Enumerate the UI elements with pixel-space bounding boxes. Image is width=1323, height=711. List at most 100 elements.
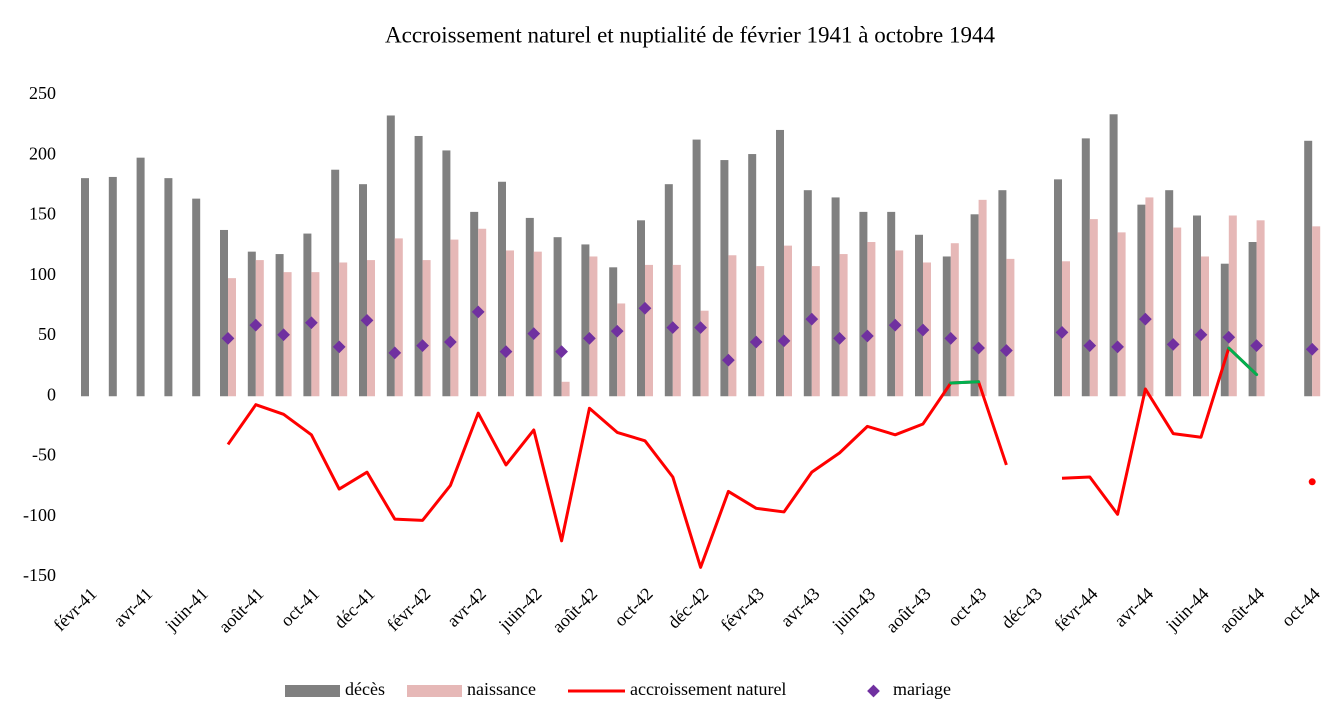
bar bbox=[108, 176, 117, 397]
y-tick-label: -50 bbox=[32, 445, 56, 465]
bar bbox=[1006, 258, 1015, 397]
line bbox=[1061, 346, 1258, 516]
bar bbox=[331, 169, 340, 397]
bar bbox=[692, 139, 701, 397]
x-tick-label: juin-44 bbox=[1161, 584, 1213, 636]
x-tick-label: déc-41 bbox=[330, 584, 379, 633]
y-tick-label: 0 bbox=[47, 384, 56, 404]
y-tick-label: 50 bbox=[38, 324, 56, 344]
bar bbox=[414, 135, 423, 397]
bar bbox=[498, 181, 506, 397]
bar bbox=[164, 178, 173, 397]
y-tick-label: -100 bbox=[23, 505, 56, 525]
legend-label: décès bbox=[345, 679, 385, 699]
bar bbox=[617, 303, 626, 397]
x-tick-label: juin-41 bbox=[160, 584, 212, 636]
x-tick-label: août-44 bbox=[1215, 584, 1268, 637]
bar bbox=[887, 211, 896, 397]
line-positive-segment bbox=[949, 380, 981, 385]
y-tick-label: -150 bbox=[23, 565, 56, 585]
x-tick-label: avr-42 bbox=[443, 584, 490, 631]
bar bbox=[1228, 215, 1237, 397]
x-tick-label: avr-44 bbox=[1110, 584, 1157, 631]
bar bbox=[311, 272, 320, 397]
y-tick-label: 100 bbox=[29, 264, 56, 284]
bar bbox=[978, 199, 987, 397]
bar bbox=[1054, 179, 1062, 397]
bar bbox=[664, 184, 673, 397]
bar bbox=[1173, 227, 1182, 397]
marker bbox=[305, 316, 318, 330]
legend-label: naissance bbox=[467, 679, 536, 699]
x-tick-label: déc-42 bbox=[664, 584, 713, 633]
y-tick-label: 200 bbox=[29, 143, 56, 163]
marker bbox=[416, 339, 429, 353]
bar bbox=[1201, 256, 1209, 397]
bar bbox=[803, 190, 812, 397]
bar bbox=[136, 157, 145, 397]
x-tick-label: août-41 bbox=[215, 584, 268, 637]
marker bbox=[332, 340, 346, 354]
bar bbox=[1081, 138, 1090, 397]
chart-title: Accroissement naturel et nuptialité de f… bbox=[385, 22, 995, 47]
x-tick-label: févr-44 bbox=[1050, 584, 1101, 635]
bar bbox=[1089, 219, 1098, 397]
bar bbox=[450, 239, 459, 397]
bar bbox=[339, 262, 348, 397]
bar bbox=[470, 211, 479, 397]
bar bbox=[581, 244, 590, 397]
bar bbox=[950, 243, 959, 397]
bar bbox=[506, 250, 514, 397]
bar bbox=[672, 264, 681, 397]
bar bbox=[1145, 197, 1154, 397]
bar bbox=[442, 150, 451, 397]
bar bbox=[81, 178, 89, 397]
legend-swatch bbox=[285, 685, 340, 697]
marker bbox=[444, 335, 457, 349]
x-tick-label: déc-43 bbox=[997, 584, 1046, 633]
bar bbox=[1137, 204, 1146, 397]
bar bbox=[756, 266, 765, 397]
bar bbox=[942, 256, 951, 397]
bar bbox=[367, 260, 375, 397]
y-tick-label: 250 bbox=[29, 83, 56, 103]
bar bbox=[1220, 263, 1229, 397]
bar bbox=[1193, 215, 1201, 397]
x-tick-label: août-42 bbox=[548, 584, 601, 637]
bar bbox=[1248, 242, 1257, 397]
bar bbox=[915, 234, 923, 397]
bar bbox=[1109, 114, 1118, 397]
bar bbox=[1256, 220, 1265, 397]
bar bbox=[728, 255, 737, 397]
bar bbox=[255, 260, 264, 397]
bar bbox=[811, 266, 820, 397]
line-positive-segment bbox=[1227, 346, 1259, 377]
bar bbox=[1165, 190, 1174, 397]
bar bbox=[839, 254, 848, 397]
bar bbox=[831, 197, 840, 397]
legend-swatch bbox=[867, 684, 880, 698]
marker bbox=[471, 305, 485, 319]
x-tick-label: oct-44 bbox=[1277, 584, 1323, 631]
bar bbox=[700, 310, 709, 397]
bar bbox=[192, 198, 201, 397]
bar bbox=[561, 381, 570, 397]
bar bbox=[589, 256, 598, 397]
x-tick-label: oct-41 bbox=[276, 584, 323, 631]
x-tick-label: févr-41 bbox=[49, 584, 100, 635]
bar bbox=[970, 214, 979, 397]
bar bbox=[525, 217, 534, 397]
y-tick-label: 150 bbox=[29, 204, 56, 224]
bar bbox=[859, 211, 868, 397]
marker bbox=[277, 328, 290, 342]
bar bbox=[1304, 140, 1313, 397]
bar bbox=[1062, 261, 1070, 397]
bar bbox=[533, 251, 542, 397]
x-tick-label: févr-42 bbox=[383, 584, 434, 635]
bar bbox=[867, 242, 876, 397]
bar bbox=[303, 233, 312, 397]
bar bbox=[784, 245, 792, 397]
x-tick-label: avr-41 bbox=[109, 584, 156, 631]
legend-swatch bbox=[407, 685, 462, 697]
